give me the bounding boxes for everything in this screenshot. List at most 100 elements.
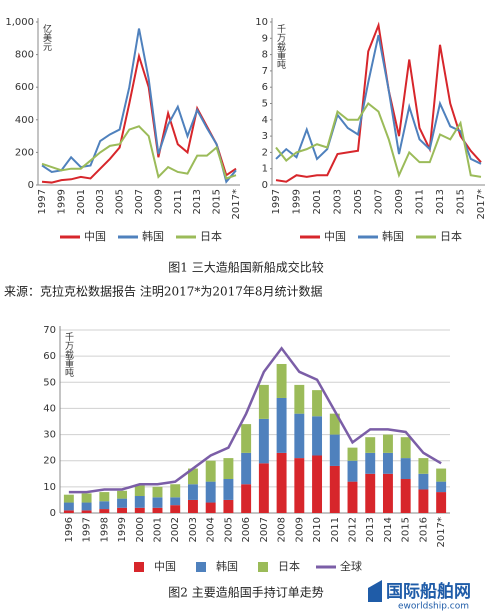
y-tick-label: 7 xyxy=(262,66,268,77)
y-axis-label: 千万载重吨 xyxy=(63,332,74,377)
x-tick-label: 1998 xyxy=(99,517,110,542)
x-tick-label: 2007 xyxy=(134,189,145,214)
x-tick-label: 1999 xyxy=(292,189,303,214)
x-tick-label: 2010 xyxy=(312,517,323,542)
bar-segment xyxy=(205,460,216,482)
x-tick-label: 2007 xyxy=(374,189,385,214)
x-tick-label: 1997 xyxy=(82,517,93,542)
bar-segment xyxy=(205,481,216,503)
x-tick-label: 2007 xyxy=(259,517,270,542)
x-tick-label: 2001 xyxy=(312,189,323,214)
watermark-icon xyxy=(368,580,382,602)
bar-segment xyxy=(81,502,92,511)
x-tick-label: 2011 xyxy=(173,189,184,214)
bar-segment xyxy=(347,481,358,513)
bar-segment xyxy=(436,468,447,482)
x-tick-label: 2009 xyxy=(153,189,164,214)
y-tick-label: 40 xyxy=(43,403,56,414)
bar-segment xyxy=(223,479,234,500)
x-tick-label: 2005 xyxy=(115,189,126,214)
x-tick-label: 2009 xyxy=(394,189,405,214)
y-tick-label: 1 xyxy=(262,164,268,175)
watermark-url: eworldship.com xyxy=(398,602,469,612)
bar-segment xyxy=(134,496,145,508)
y-axis-label: 亿美元 xyxy=(41,23,52,52)
legend-swatch xyxy=(196,562,206,572)
bar-segment xyxy=(347,460,358,482)
legend-label: 韩国 xyxy=(216,559,238,573)
watermark: 国际船舶网 eworldship.com xyxy=(368,580,471,612)
y-tick-label: 800 xyxy=(15,50,34,61)
bar-segment xyxy=(152,507,163,513)
x-tick-label: 2003 xyxy=(188,517,199,542)
bar-segment xyxy=(258,463,269,513)
source-note: 来源：克拉克松数据报告 注明2017*为2017年8月统计数据 xyxy=(4,284,323,299)
bar-segment xyxy=(436,481,447,493)
bar-segment xyxy=(382,473,393,513)
x-tick-label: 2017* xyxy=(476,189,487,219)
caption: 图2 主要造船国手持订单走势 xyxy=(168,585,323,600)
bar-segment xyxy=(170,505,181,513)
y-tick-label: 60 xyxy=(43,351,56,362)
x-tick-label: 2000 xyxy=(135,517,146,542)
bar-segment xyxy=(117,490,128,499)
bar-segment xyxy=(187,499,198,513)
bar-segment xyxy=(418,473,429,490)
x-tick-label: 2005 xyxy=(223,517,234,542)
legend-label: 全球 xyxy=(340,559,362,573)
legend-label: 中国 xyxy=(154,560,176,573)
bar-segment xyxy=(329,434,340,466)
x-tick-label: 2003 xyxy=(95,189,106,214)
bar-segment xyxy=(99,509,110,513)
y-tick-label: 70 xyxy=(43,325,56,336)
line-series xyxy=(68,346,442,494)
legend-label: 中国 xyxy=(84,230,106,243)
bar-segment xyxy=(134,507,145,513)
bar-segment xyxy=(187,468,198,485)
y-tick-label: 0 xyxy=(28,180,34,191)
x-tick-label: 1999 xyxy=(56,189,67,214)
y-tick-label: 20 xyxy=(43,456,56,467)
bar-segment xyxy=(63,494,74,503)
line-series xyxy=(275,102,482,179)
x-tick-label: 2015 xyxy=(212,189,223,214)
x-tick-label: 2003 xyxy=(333,189,344,214)
x-tick-label: 2015 xyxy=(401,517,412,542)
y-tick-label: 30 xyxy=(43,430,56,441)
bar-segment xyxy=(117,507,128,513)
x-tick-label: 2002 xyxy=(170,517,181,542)
y-tick-label: 3 xyxy=(262,131,268,142)
bar-segment xyxy=(400,479,411,513)
line-series xyxy=(41,28,237,184)
y-tick-label: 2 xyxy=(262,147,268,158)
bar-segment xyxy=(205,502,216,513)
bar-segment xyxy=(382,452,393,474)
y-tick-label: 8 xyxy=(262,50,268,61)
bar-segment xyxy=(294,413,305,459)
x-tick-label: 1996 xyxy=(64,517,75,542)
bar-segment xyxy=(329,465,340,513)
bar-segment xyxy=(312,390,323,417)
y-tick-label: 10 xyxy=(255,17,268,28)
legend-label: 日本 xyxy=(278,559,300,573)
bar-segment xyxy=(241,484,252,513)
bar-segment xyxy=(400,437,411,459)
legend-label: 韩国 xyxy=(382,229,404,243)
x-tick-label: 2006 xyxy=(241,517,252,542)
line-series xyxy=(275,34,482,165)
bar-segment xyxy=(63,502,74,511)
x-tick-label: 2004 xyxy=(206,517,217,542)
x-tick-label: 2013 xyxy=(435,189,446,214)
y-tick-label: 6 xyxy=(262,82,268,93)
bar-segment xyxy=(329,413,340,435)
bar-segment xyxy=(418,458,429,474)
caption: 图1 三大造船国新船成交比较 xyxy=(168,260,323,275)
line-series xyxy=(41,125,237,180)
bar-segment xyxy=(99,501,110,510)
bar-segment xyxy=(117,498,128,508)
bar-segment xyxy=(258,418,269,464)
x-tick-label: 1997 xyxy=(271,189,282,214)
bar-segment xyxy=(241,452,252,485)
bar-segment xyxy=(382,434,393,453)
bar-segment xyxy=(63,510,74,513)
